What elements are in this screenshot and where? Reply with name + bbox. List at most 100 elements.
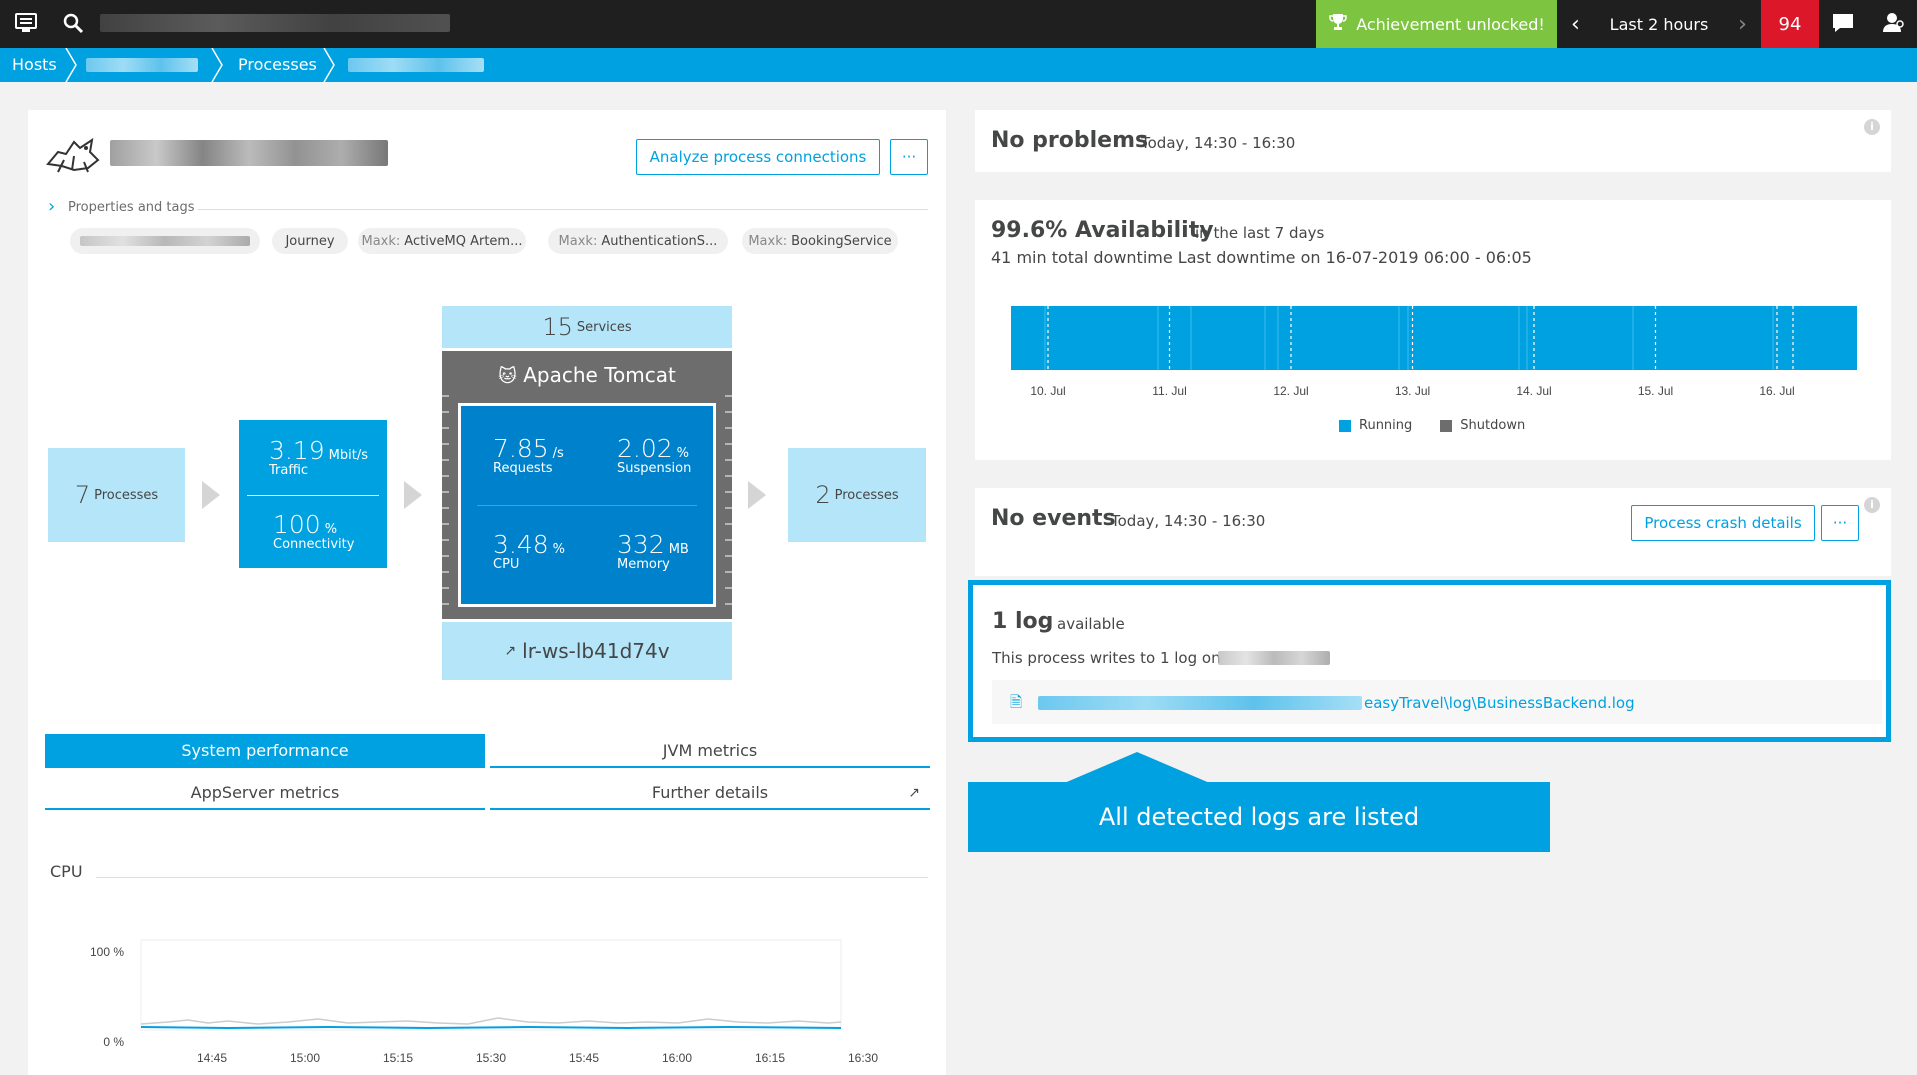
callees-label: Processes: [834, 487, 899, 503]
divider: [96, 877, 928, 878]
process-title: [110, 140, 388, 166]
x-tick-label: 14. Jul: [1516, 384, 1551, 398]
chat-icon[interactable]: [1831, 12, 1855, 38]
chevron-right-icon[interactable]: ›: [1738, 11, 1747, 37]
info-icon[interactable]: i: [1864, 497, 1880, 513]
tag-chip[interactable]: Maxk: AuthenticationS...: [548, 228, 728, 254]
x-tick-label: 16:00: [662, 1051, 692, 1065]
logs-status: available: [1057, 615, 1125, 633]
cpu-series-line: [140, 1025, 842, 1030]
breadcrumb-processes[interactable]: Processes: [238, 55, 317, 74]
tag-key: Maxk:: [361, 233, 401, 249]
cpu-label: CPU: [493, 557, 520, 572]
connectivity-value: 100: [273, 510, 321, 539]
chevron-left-icon[interactable]: ‹: [1571, 11, 1580, 37]
callout-tooltip: All detected logs are listed: [968, 782, 1550, 852]
problems-count-badge[interactable]: 94: [1761, 0, 1819, 48]
callees-count: 2: [815, 481, 831, 509]
info-icon[interactable]: i: [1864, 119, 1880, 135]
tag-chip[interactable]: [70, 228, 260, 254]
x-tick-label: 15. Jul: [1638, 384, 1673, 398]
timeframe-selector[interactable]: ‹ Last 2 hours ›: [1557, 0, 1761, 48]
more-options-button[interactable]: ···: [1821, 505, 1859, 541]
suspension-value: 2.02: [617, 434, 673, 463]
process-overview-panel: Analyze process connections ··· › Proper…: [28, 110, 946, 1075]
tab-appserver-metrics[interactable]: AppServer metrics: [45, 776, 485, 810]
cpu-chart-title: CPU: [50, 862, 83, 881]
breadcrumb-host-name[interactable]: [86, 58, 198, 72]
tag-chip[interactable]: Maxk: ActiveMQ Artem...: [358, 228, 526, 254]
tag-key: Maxk:: [748, 233, 788, 249]
log-path-link[interactable]: easyTravel\log\BusinessBackend.log: [1364, 694, 1635, 712]
log-path-prefix[interactable]: [1038, 696, 1362, 710]
legend-running-label: Running: [1359, 418, 1413, 433]
breadcrumb-process-name: [348, 58, 484, 72]
tag-label: Journey: [285, 233, 335, 249]
logs-title: 1 log: [992, 609, 1054, 634]
suspension-label: Suspension: [617, 461, 692, 476]
requests-unit: /s: [552, 446, 564, 461]
legend-swatch-running: [1339, 419, 1351, 432]
process-technology-box[interactable]: 🐱 Apache Tomcat 7.85/s Requests 2.02% Su…: [442, 351, 732, 619]
problems-panel: No problems Today, 14:30 - 16:30 i: [975, 110, 1891, 172]
x-tick-label: 13. Jul: [1395, 384, 1430, 398]
x-tick-label: 10. Jul: [1030, 384, 1065, 398]
user-icon[interactable]: [1881, 10, 1905, 38]
cpu-series-line-gray: [140, 1017, 842, 1025]
tomcat-logo-icon: [44, 134, 102, 180]
tag-chip[interactable]: Maxk: BookingService: [742, 228, 898, 254]
cpu-unit: %: [552, 542, 566, 557]
host-name[interactable]: lr-ws-lb41d74v: [522, 639, 670, 663]
analyze-process-connections-button[interactable]: Analyze process connections: [636, 139, 880, 175]
arrow-right-icon: [748, 481, 766, 509]
search-input[interactable]: [100, 14, 450, 32]
tab-system-performance[interactable]: System performance: [45, 734, 485, 768]
tag-value: BookingService: [791, 233, 892, 249]
trophy-icon: [1328, 12, 1348, 36]
callout-text: All detected logs are listed: [1098, 803, 1420, 831]
tab-jvm-metrics[interactable]: JVM metrics: [490, 734, 930, 768]
external-link-icon: ↗: [504, 643, 517, 659]
tag-value: AuthenticationS...: [601, 233, 718, 249]
availability-panel: 99.6% Availability in the last 7 days 41…: [975, 200, 1891, 460]
requests-metric: 7.85/s Requests: [493, 434, 564, 476]
host-name-blurred: [1218, 651, 1330, 665]
x-tick-label: 11. Jul: [1152, 384, 1186, 398]
tab-further-details[interactable]: Further details ↗: [490, 776, 930, 810]
tag-key: Maxk:: [558, 233, 598, 249]
top-navigation-bar: Achievement unlocked! ‹ Last 2 hours › 9…: [0, 0, 1917, 48]
logs-panel: 1 log available This process writes to 1…: [968, 580, 1891, 742]
x-tick-label: 16:15: [755, 1051, 785, 1065]
services-box[interactable]: 15 Services: [442, 306, 732, 348]
cpu-chart[interactable]: 100 % 0 % 14:45 15:00 15:15 15:30 15:45 16:00…: [28, 910, 946, 1075]
more-options-button[interactable]: ···: [890, 139, 928, 175]
process-crash-details-button[interactable]: Process crash details: [1631, 505, 1815, 541]
availability-chart[interactable]: 10. Jul 11. Jul 12. Jul 13. Jul 14. Jul 15. J…: [975, 300, 1891, 420]
x-tick-label: 16. Jul: [1759, 384, 1794, 398]
breadcrumb-hosts[interactable]: Hosts: [12, 55, 57, 74]
suspension-metric: 2.02% Suspension: [617, 434, 691, 476]
achievement-banner[interactable]: Achievement unlocked!: [1316, 0, 1557, 48]
properties-toggle[interactable]: › Properties and tags: [48, 196, 928, 217]
log-list-item[interactable]: 🗎 easyTravel\log\BusinessBackend.log: [992, 680, 1882, 724]
calling-processes-box[interactable]: 7 Processes: [48, 448, 185, 542]
services-count: 15: [542, 313, 573, 341]
memory-label: Memory: [617, 557, 670, 572]
x-tick-label: 15:30: [476, 1051, 506, 1065]
memory-unit: MB: [668, 542, 689, 557]
memory-metric: 332 MB Memory: [617, 530, 689, 572]
process-metrics-box[interactable]: 7.85/s Requests 2.02% Suspension 3.48% C…: [458, 403, 716, 607]
y-tick-label: 0 %: [103, 1035, 124, 1049]
menu-icon[interactable]: [14, 12, 38, 38]
tag-chip[interactable]: Journey: [272, 228, 348, 254]
host-link-box[interactable]: ↗ lr-ws-lb41d74v: [442, 622, 732, 680]
achievement-label: Achievement unlocked!: [1356, 14, 1545, 34]
arrow-right-icon: [404, 481, 422, 509]
x-tick-label: 15:45: [569, 1051, 599, 1065]
traffic-box[interactable]: 3.19 Mbit/s Traffic 100% Connectivity: [239, 420, 387, 568]
problems-title: No problems: [991, 128, 1149, 153]
callers-label: Processes: [94, 487, 159, 503]
search-icon[interactable]: [62, 12, 84, 38]
timeframe-label[interactable]: Last 2 hours: [1609, 14, 1709, 34]
called-processes-box[interactable]: 2 Processes: [788, 448, 926, 542]
